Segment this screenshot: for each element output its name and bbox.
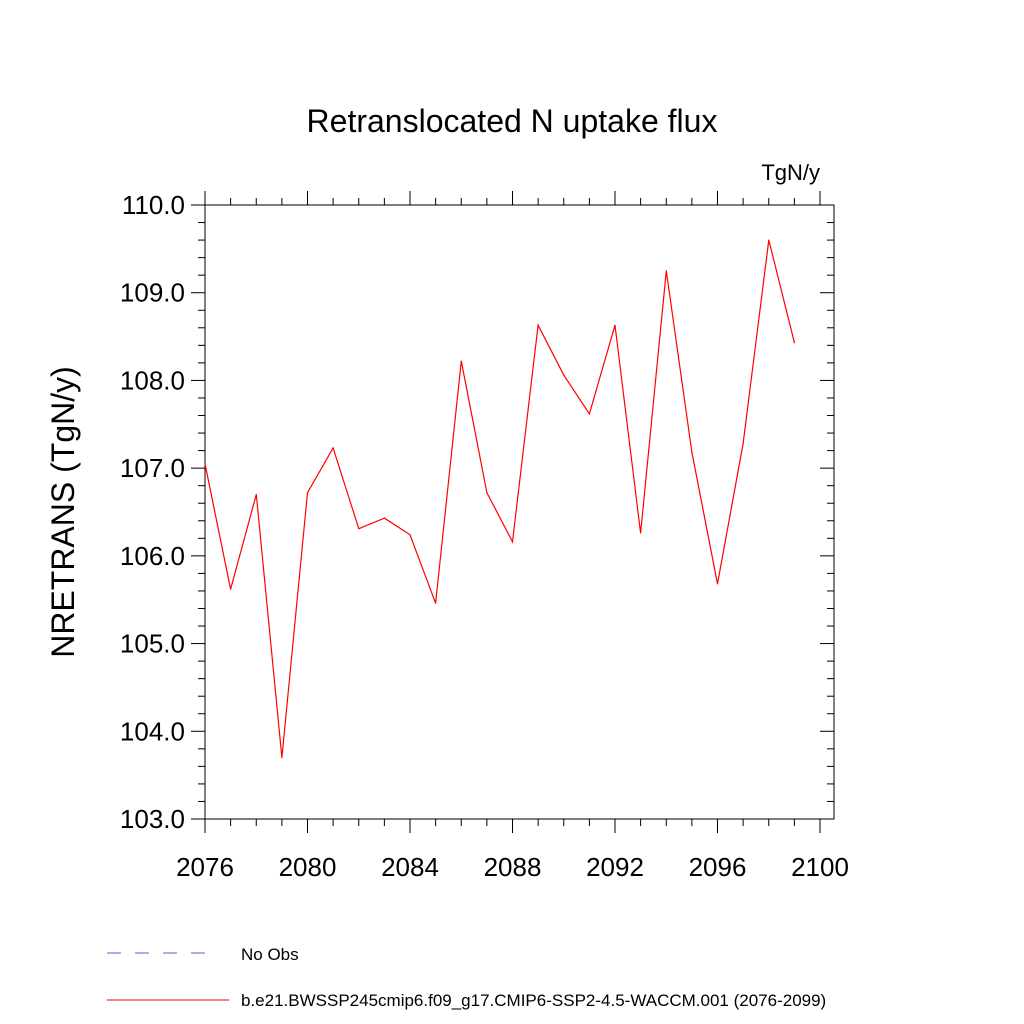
data-point: [486, 492, 488, 494]
y-tick-label: 104.0: [120, 716, 185, 746]
y-axis-label: NRETRANS (TgN/y): [45, 366, 81, 658]
data-point: [460, 360, 462, 362]
y-tick-label: 107.0: [120, 453, 185, 483]
data-point: [614, 324, 616, 326]
x-tick-label: 2076: [176, 852, 234, 882]
y-tick-label: 110.0: [122, 190, 185, 220]
x-tick-label: 2100: [791, 852, 849, 882]
legend-label-model: b.e21.BWSSP245cmip6.f09_g17.CMIP6-SSP2-4…: [241, 991, 826, 1010]
data-point: [691, 451, 693, 453]
data-point: [332, 447, 334, 449]
series-line: [204, 239, 795, 758]
x-tick-label: 2080: [279, 852, 337, 882]
data-point: [511, 541, 514, 543]
data-point: [255, 493, 257, 496]
data-point: [665, 270, 667, 272]
data-point: [588, 413, 590, 415]
y-tick-label: 109.0: [120, 278, 185, 308]
data-point: [204, 463, 206, 465]
x-tick-label: 2092: [586, 852, 644, 882]
legend: No Obs b.e21.BWSSP245cmip6.f09_g17.CMIP6…: [107, 945, 826, 1010]
data-point: [716, 583, 719, 585]
chart-title: Retranslocated N uptake flux: [307, 103, 718, 139]
plot-frame: [204, 204, 835, 820]
y-tick-label: 108.0: [120, 365, 185, 395]
data-point: [383, 517, 385, 519]
data-point: [768, 239, 770, 241]
x-tick-label: 2088: [484, 852, 542, 882]
data-point: [537, 324, 539, 326]
series-layer: [204, 239, 795, 759]
data-point: [640, 532, 642, 534]
y-tick-label: 103.0: [120, 804, 185, 834]
data-point: [281, 757, 283, 759]
data-point: [306, 492, 309, 494]
y-tick-label: 106.0: [120, 541, 185, 571]
legend-label-no-obs: No Obs: [241, 945, 299, 964]
data-point: [563, 374, 565, 376]
y-axis: 103.0 104.0 105.0 106.0 107.0 108.0 109.0 110.0: [120, 190, 834, 834]
data-point: [435, 602, 437, 604]
x-tick-label: 2096: [689, 852, 747, 882]
data-point: [358, 528, 360, 530]
data-point: [409, 534, 411, 536]
units-label: TgN/y: [761, 160, 820, 185]
x-axis: 2076 2080 2084 2088 2092 2096 2100: [176, 191, 849, 882]
data-point: [742, 442, 744, 445]
y-tick-label: 105.0: [120, 629, 185, 659]
data-point: [230, 588, 232, 590]
data-point: [793, 342, 795, 344]
x-tick-label: 2084: [381, 852, 439, 882]
